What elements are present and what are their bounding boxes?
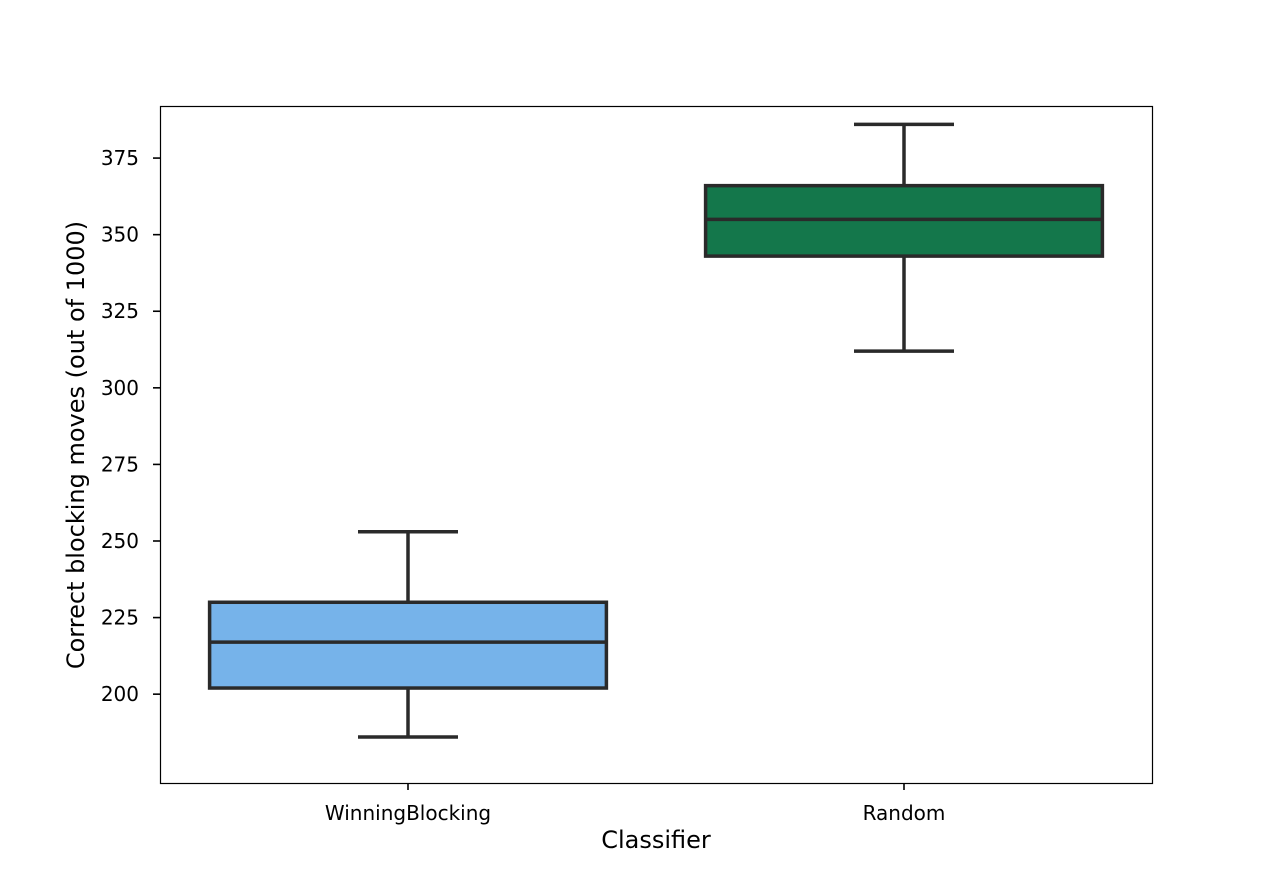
x-axis: WinningBlocking Random — [325, 783, 946, 825]
box-random — [703, 122, 1105, 353]
y-tick-label: 300 — [101, 376, 139, 400]
iqr-box — [207, 600, 609, 690]
y-tick-label: 375 — [101, 146, 139, 170]
y-tick-label: 225 — [101, 606, 139, 630]
y-tick-label: 275 — [101, 452, 139, 476]
box-winningblocking — [207, 530, 609, 739]
boxes-layer — [207, 122, 1105, 739]
x-tick-label: Random — [863, 801, 946, 825]
y-tick-label: 250 — [101, 529, 139, 553]
y-axis: 200 225 250 275 300 325 350 375 — [101, 146, 160, 706]
x-axis-label: Classifier — [601, 826, 711, 854]
y-tick-label: 350 — [101, 223, 139, 247]
y-tick-label: 325 — [101, 299, 139, 323]
x-tick-label: WinningBlocking — [325, 801, 491, 825]
y-axis-label: Correct blocking moves (out of 1000) — [62, 221, 90, 669]
y-tick-label: 200 — [101, 682, 139, 706]
plot-frame — [159, 105, 1154, 785]
